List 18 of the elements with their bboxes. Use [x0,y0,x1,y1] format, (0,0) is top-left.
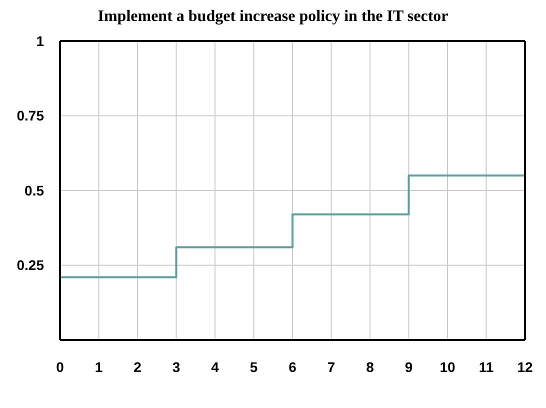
x-tick-label: 0 [56,358,64,375]
x-tick-label: 2 [134,358,142,375]
y-tick-label: 0.5 [24,182,44,198]
y-tick-label: 0.25 [16,257,44,274]
x-tick-label: 9 [404,358,413,375]
chart-title: Implement a budget increase policy in the IT sector [96,8,450,26]
x-tick-label: 4 [211,358,220,375]
x-tick-label: 7 [327,358,336,375]
x-tick-label: 1 [94,358,103,375]
x-tick-label: 11 [478,358,494,375]
x-tick-label: 12 [517,358,533,375]
y-tick-label: 1 [36,32,44,49]
x-tick-label: 8 [366,358,374,375]
x-tick-label: 5 [250,358,258,375]
y-tick-label: 0.75 [16,108,44,124]
x-tick-label: 10 [440,358,456,375]
x-tick-label: 6 [288,358,297,375]
x-tick-label: 3 [172,358,180,375]
